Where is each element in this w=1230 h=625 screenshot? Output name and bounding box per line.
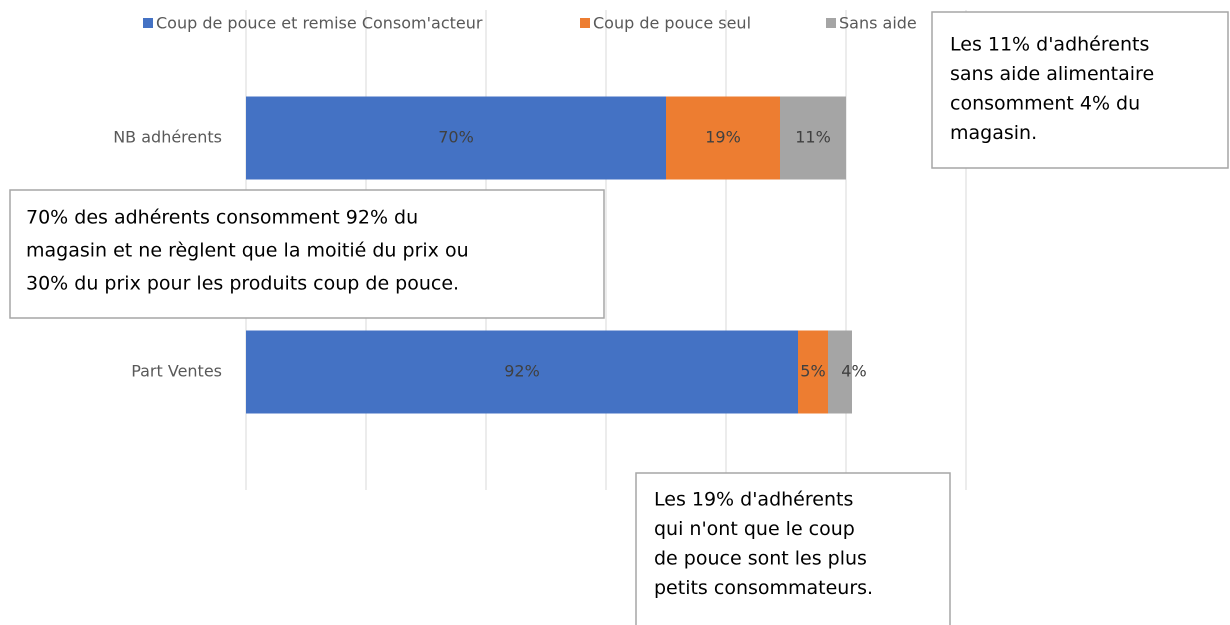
legend-swatch <box>580 18 590 28</box>
data-label: 11% <box>795 128 831 147</box>
data-label: 4% <box>841 362 866 381</box>
annotation-text: 30% du prix pour les produits coup de po… <box>26 273 459 295</box>
data-label: 19% <box>705 128 741 147</box>
annotation-text: petits consommateurs. <box>654 577 873 599</box>
legend-label: Coup de pouce seul <box>593 14 751 33</box>
bar-segment <box>780 96 846 180</box>
annotation-text: magasin et ne règlent que la moitié du p… <box>26 240 469 262</box>
legend-swatch <box>143 18 153 28</box>
annotation-text: consomment 4% du <box>950 93 1140 115</box>
bar-segment <box>828 330 852 414</box>
annotation-text: Les 19% d'adhérents <box>654 489 853 511</box>
annotation-box <box>9 189 605 319</box>
y-tick-label: NB adhérents <box>113 128 222 147</box>
annotation-text: qui n'ont que le coup <box>654 518 855 540</box>
annotation-box <box>931 11 1229 169</box>
data-label: 70% <box>438 128 474 147</box>
bar-segment <box>798 330 828 414</box>
legend-swatch <box>826 18 836 28</box>
annotation-text: sans aide alimentaire <box>950 63 1154 85</box>
bar-segment <box>666 96 780 180</box>
annotation-box <box>635 472 951 625</box>
bar-segment <box>246 96 666 180</box>
y-tick-label: Part Ventes <box>131 362 222 381</box>
annotation-text: 70% des adhérents consomment 92% du <box>26 207 418 229</box>
legend-label: Coup de pouce et remise Consom'acteur <box>156 14 483 33</box>
data-label: 92% <box>504 362 540 381</box>
annotation-text: Les 11% d'adhérents <box>950 34 1149 56</box>
bar-segment <box>246 330 798 414</box>
annotation-text: de pouce sont les plus <box>654 548 867 570</box>
legend-label: Sans aide <box>839 14 917 33</box>
data-label: 5% <box>800 362 825 381</box>
annotation-text: magasin. <box>950 122 1037 144</box>
